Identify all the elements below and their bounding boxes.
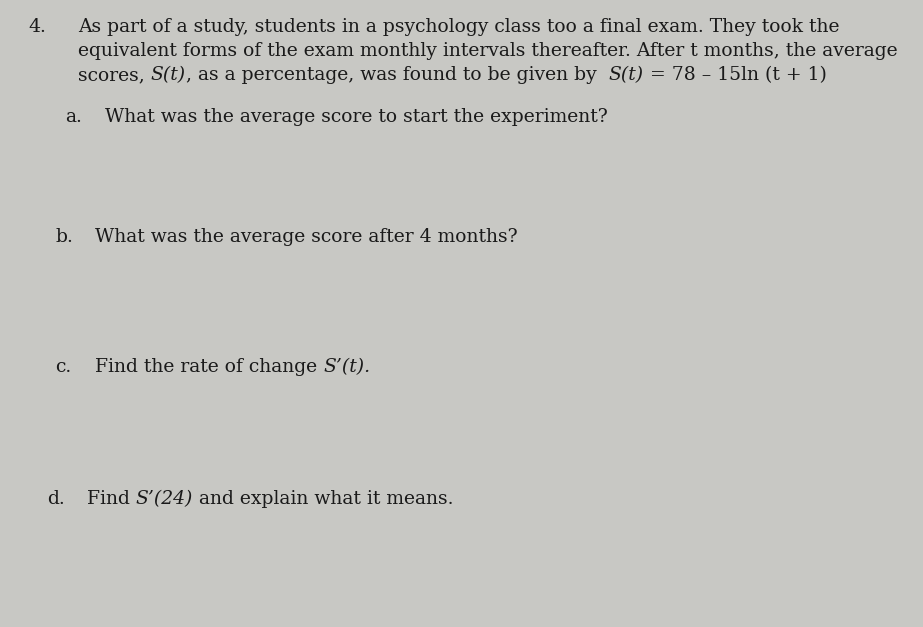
Text: a.: a. — [65, 108, 82, 126]
Text: b.: b. — [55, 228, 73, 246]
Text: , as a percentage, was found to be given by: , as a percentage, was found to be given… — [186, 66, 608, 84]
Text: 4.: 4. — [28, 18, 46, 36]
Text: S’(24): S’(24) — [136, 490, 193, 508]
Text: d.: d. — [47, 490, 65, 508]
Text: S’(t).: S’(t). — [323, 358, 370, 376]
Text: equivalent forms of the exam monthly intervals thereafter. After t months, the a: equivalent forms of the exam monthly int… — [78, 42, 898, 60]
Text: c.: c. — [55, 358, 71, 376]
Text: What was the average score to start the experiment?: What was the average score to start the … — [105, 108, 607, 126]
Text: S(t): S(t) — [150, 66, 186, 84]
Text: and explain what it means.: and explain what it means. — [193, 490, 454, 508]
Text: scores,: scores, — [78, 66, 150, 84]
Text: = 78 – 15ln (t + 1): = 78 – 15ln (t + 1) — [643, 66, 827, 84]
Text: As part of a study, students in a psychology class too a final exam. They took t: As part of a study, students in a psycho… — [78, 18, 840, 36]
Text: S(t): S(t) — [608, 66, 643, 84]
Text: What was the average score after 4 months?: What was the average score after 4 month… — [95, 228, 518, 246]
Text: Find the rate of change: Find the rate of change — [95, 358, 323, 376]
Text: Find: Find — [87, 490, 136, 508]
